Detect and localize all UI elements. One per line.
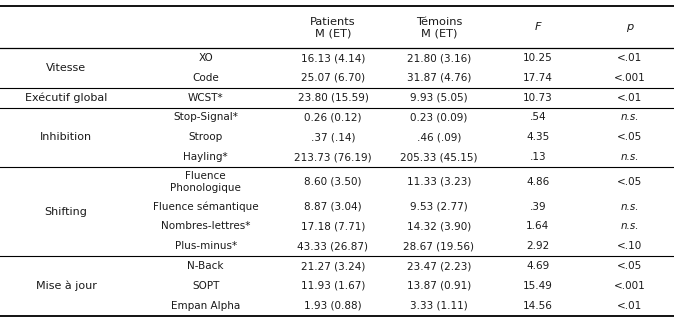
Text: .54: .54 [530,112,546,122]
Text: 4.86: 4.86 [526,177,549,187]
Text: 0.26 (0.12): 0.26 (0.12) [304,112,362,122]
Text: Stop-Signal*: Stop-Signal* [173,112,238,122]
Text: 1.93 (0.88): 1.93 (0.88) [304,301,362,311]
Text: <.05: <.05 [617,261,642,271]
Text: n.s.: n.s. [620,112,639,122]
Text: 31.87 (4.76): 31.87 (4.76) [406,73,471,83]
Text: Code: Code [192,73,219,83]
Text: n.s.: n.s. [620,152,639,162]
Text: 1.64: 1.64 [526,222,549,232]
Text: 205.33 (45.15): 205.33 (45.15) [400,152,477,162]
Text: 16.13 (4.14): 16.13 (4.14) [301,53,365,63]
Text: Exécutif global: Exécutif global [25,92,107,103]
Text: <.05: <.05 [617,132,642,142]
Text: 11.33 (3.23): 11.33 (3.23) [406,177,471,187]
Text: n.s.: n.s. [620,222,639,232]
Text: 9.93 (5.05): 9.93 (5.05) [410,93,468,103]
Text: 3.33 (1.11): 3.33 (1.11) [410,301,468,311]
Text: 8.87 (3.04): 8.87 (3.04) [304,202,362,212]
Text: 43.33 (26.87): 43.33 (26.87) [297,241,369,251]
Text: Vitesse: Vitesse [46,63,86,73]
Text: 23.80 (15.59): 23.80 (15.59) [297,93,369,103]
Text: 9.53 (2.77): 9.53 (2.77) [410,202,468,212]
Text: <.01: <.01 [617,93,642,103]
Text: Plus-minus*: Plus-minus* [175,241,237,251]
Text: Shifting: Shifting [44,207,88,217]
Text: 21.80 (3.16): 21.80 (3.16) [406,53,471,63]
Text: .46 (.09): .46 (.09) [417,132,461,142]
Text: 14.56: 14.56 [523,301,553,311]
Text: Mise à jour: Mise à jour [36,280,96,291]
Text: 11.93 (1.67): 11.93 (1.67) [301,281,365,291]
Text: 4.69: 4.69 [526,261,549,271]
Text: 17.74: 17.74 [523,73,553,83]
Text: 23.47 (2.23): 23.47 (2.23) [406,261,471,271]
Text: 15.49: 15.49 [523,281,553,291]
Text: .37 (.14): .37 (.14) [311,132,355,142]
Text: 0.23 (0.09): 0.23 (0.09) [410,112,468,122]
Text: F: F [534,22,541,32]
Text: 8.60 (3.50): 8.60 (3.50) [304,177,362,187]
Text: WCST*: WCST* [188,93,223,103]
Text: .13: .13 [530,152,546,162]
Text: N-Back: N-Back [187,261,224,271]
Text: 14.32 (3.90): 14.32 (3.90) [406,222,471,232]
Text: <.01: <.01 [617,53,642,63]
Text: <.05: <.05 [617,177,642,187]
Text: 10.25: 10.25 [523,53,553,63]
Text: XO: XO [198,53,213,63]
Text: 213.73 (76.19): 213.73 (76.19) [294,152,372,162]
Text: 25.07 (6.70): 25.07 (6.70) [301,73,365,83]
Text: 13.87 (0.91): 13.87 (0.91) [406,281,471,291]
Text: Patients
M (ET): Patients M (ET) [310,16,356,38]
Text: <.01: <.01 [617,301,642,311]
Text: 21.27 (3.24): 21.27 (3.24) [301,261,365,271]
Text: Témoins
M (ET): Témoins M (ET) [416,16,462,38]
Text: SOPT: SOPT [192,281,219,291]
Text: Fluence
Phonologique: Fluence Phonologique [170,171,241,193]
Text: 17.18 (7.71): 17.18 (7.71) [301,222,365,232]
Text: 10.73: 10.73 [523,93,553,103]
Text: <.10: <.10 [617,241,642,251]
Text: 4.35: 4.35 [526,132,549,142]
Text: <.001: <.001 [613,281,646,291]
Text: Hayling*: Hayling* [183,152,228,162]
Text: 2.92: 2.92 [526,241,549,251]
Text: Empan Alpha: Empan Alpha [171,301,240,311]
Text: <.001: <.001 [613,73,646,83]
Text: p: p [626,22,633,32]
Text: Stroop: Stroop [189,132,222,142]
Text: Inhibition: Inhibition [40,132,92,142]
Text: n.s.: n.s. [620,202,639,212]
Text: .39: .39 [530,202,546,212]
Text: Fluence sémantique: Fluence sémantique [153,201,258,212]
Text: 28.67 (19.56): 28.67 (19.56) [403,241,474,251]
Text: Nombres-lettres*: Nombres-lettres* [161,222,250,232]
